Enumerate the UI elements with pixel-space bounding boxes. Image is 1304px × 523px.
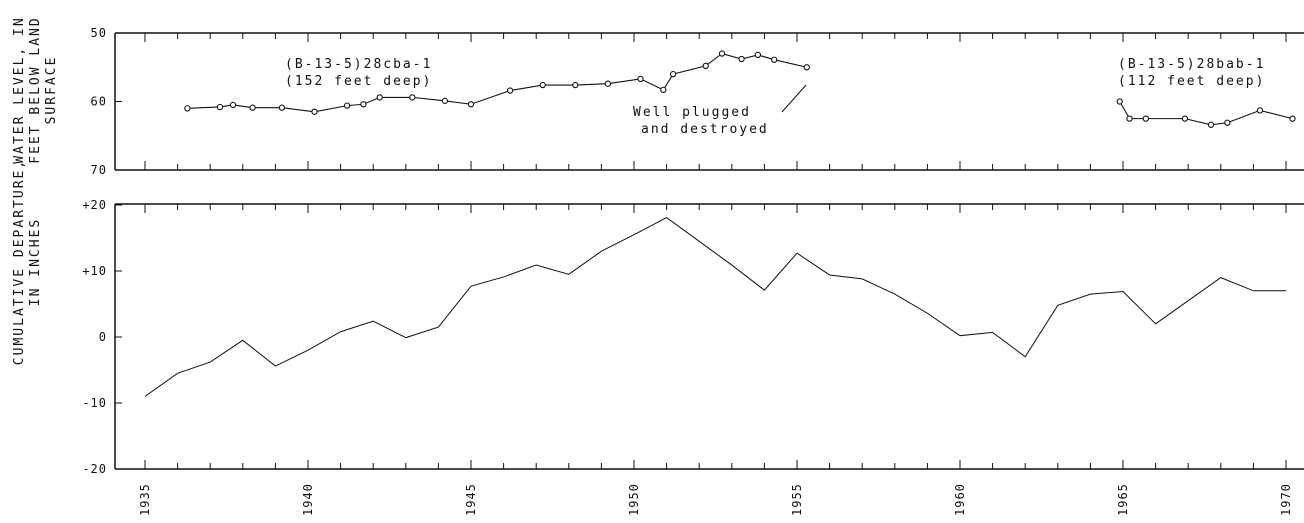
- bottom-panel: +20+100-10-20 1935 1940 1945 1950 1955 1960 19…: [82, 198, 1304, 516]
- water-level-point-1-2: [1142, 115, 1149, 122]
- water-level-point-0-19: [702, 62, 709, 70]
- top-ytick-label-60: 60: [91, 95, 107, 109]
- water-level-point-1-5: [1224, 119, 1231, 126]
- x-tick-label-1935: 1935: [138, 483, 152, 516]
- water-level-point-0-13: [539, 81, 546, 89]
- annotation-well-plugged: Well plugged and destroyed: [633, 84, 807, 137]
- ylabel-top-line-1: WATER LEVEL, IN: [12, 16, 27, 163]
- top-panel-y-tick-labels: 50 60 70: [91, 26, 107, 177]
- ylabel-top-line-3: SURFACE: [44, 56, 59, 125]
- x-axis-tick-labels: 1935 1940 1945 1950 1955 1960 1965 1970: [138, 483, 1293, 516]
- water-level-point-1-0: [1116, 98, 1123, 105]
- top-panel-series: [184, 50, 1296, 128]
- series-label-28bab: (B-13-5)28bab-1 (112 feet deep): [1118, 57, 1265, 89]
- x-tick-label-1965: 1965: [1116, 483, 1130, 516]
- bottom-ytick-label-3: -10: [82, 396, 107, 410]
- water-level-point-0-6: [343, 102, 351, 109]
- annotation-line-2: and destroyed: [641, 122, 769, 137]
- ylabel-bottom: CUMULATIVE DEPARTURE, IN INCHES: [12, 159, 43, 365]
- water-level-point-0-3: [249, 104, 256, 111]
- series-label-28bab-line-2: (112 feet deep): [1118, 74, 1265, 89]
- water-level-point-0-7: [360, 101, 367, 108]
- water-level-point-1-3: [1181, 115, 1189, 122]
- annotation-line-1: Well plugged: [633, 105, 751, 120]
- x-tick-label-1940: 1940: [301, 483, 315, 516]
- water-level-point-0-20: [718, 50, 726, 57]
- top-panel: 50 60 70 (B-13-5)28cba-1 (152 feet deep) (…: [91, 26, 1304, 177]
- water-level-point-0-9: [409, 94, 416, 101]
- x-tick-label-1970: 1970: [1279, 483, 1293, 516]
- series-label-28cba: (B-13-5)28cba-1 (152 feet deep): [285, 57, 432, 89]
- bottom-panel-series: [144, 216, 1287, 397]
- water-level-point-1-7: [1289, 115, 1296, 122]
- water-level-point-0-11: [467, 101, 475, 108]
- series-label-28cba-line-1: (B-13-5)28cba-1: [285, 57, 432, 72]
- water-level-point-1-4: [1207, 121, 1215, 128]
- water-level-line-0: [187, 52, 807, 113]
- ylabel-bottom-line-1: CUMULATIVE DEPARTURE,: [12, 159, 27, 365]
- top-ytick-label-70: 70: [91, 163, 107, 177]
- bottom-ytick-label-0: +20: [82, 198, 107, 212]
- water-level-point-0-21: [738, 55, 745, 63]
- water-level-point-0-18: [669, 70, 677, 78]
- top-ytick-label-50: 50: [91, 26, 107, 40]
- top-panel-ticks: [115, 32, 1287, 171]
- bottom-panel-y-tick-labels: +20 +10 0 -10 -20: [82, 198, 107, 476]
- water-level-point-0-5: [311, 108, 318, 115]
- ylabel-top-line-2: FEET BELOW LAND: [28, 16, 43, 163]
- water-level-point-0-0: [184, 105, 191, 112]
- water-level-point-0-16: [637, 75, 644, 83]
- series-label-28cba-line-2: (152 feet deep): [285, 74, 432, 89]
- x-tick-label-1955: 1955: [790, 483, 804, 516]
- x-tick-label-1945: 1945: [464, 483, 478, 516]
- bottom-panel-ticks: [115, 204, 1287, 470]
- water-level-point-0-24: [803, 64, 810, 71]
- bottom-ytick-label-2: 0: [99, 330, 107, 344]
- x-tick-label-1950: 1950: [627, 483, 641, 516]
- water-level-point-0-14: [572, 81, 579, 89]
- water-level-point-0-17: [660, 86, 667, 94]
- water-level-point-0-2: [229, 101, 237, 109]
- water-level-point-0-15: [604, 80, 612, 87]
- water-level-point-1-6: [1256, 107, 1264, 114]
- x-tick-label-1960: 1960: [953, 483, 967, 516]
- water-level-point-0-1: [216, 103, 224, 111]
- series-label-28bab-line-1: (B-13-5)28bab-1: [1118, 57, 1265, 72]
- water-level-point-0-4: [278, 104, 286, 111]
- water-level-point-0-12: [506, 87, 514, 94]
- bottom-ytick-label-1: +10: [82, 264, 107, 278]
- water-level-point-0-23: [771, 56, 778, 63]
- ylabel-top: WATER LEVEL, IN FEET BELOW LAND SURFACE: [12, 16, 59, 163]
- annotation-leader-line: [781, 84, 807, 113]
- cumulative-departure-line: [144, 216, 1286, 397]
- water-level-point-0-8: [376, 94, 383, 101]
- water-level-point-1-1: [1126, 115, 1133, 122]
- water-level-point-0-10: [441, 97, 449, 104]
- water-level-point-0-22: [754, 51, 762, 59]
- bottom-ytick-label-4: -20: [82, 462, 107, 476]
- ylabel-bottom-line-2: IN INCHES: [28, 218, 43, 306]
